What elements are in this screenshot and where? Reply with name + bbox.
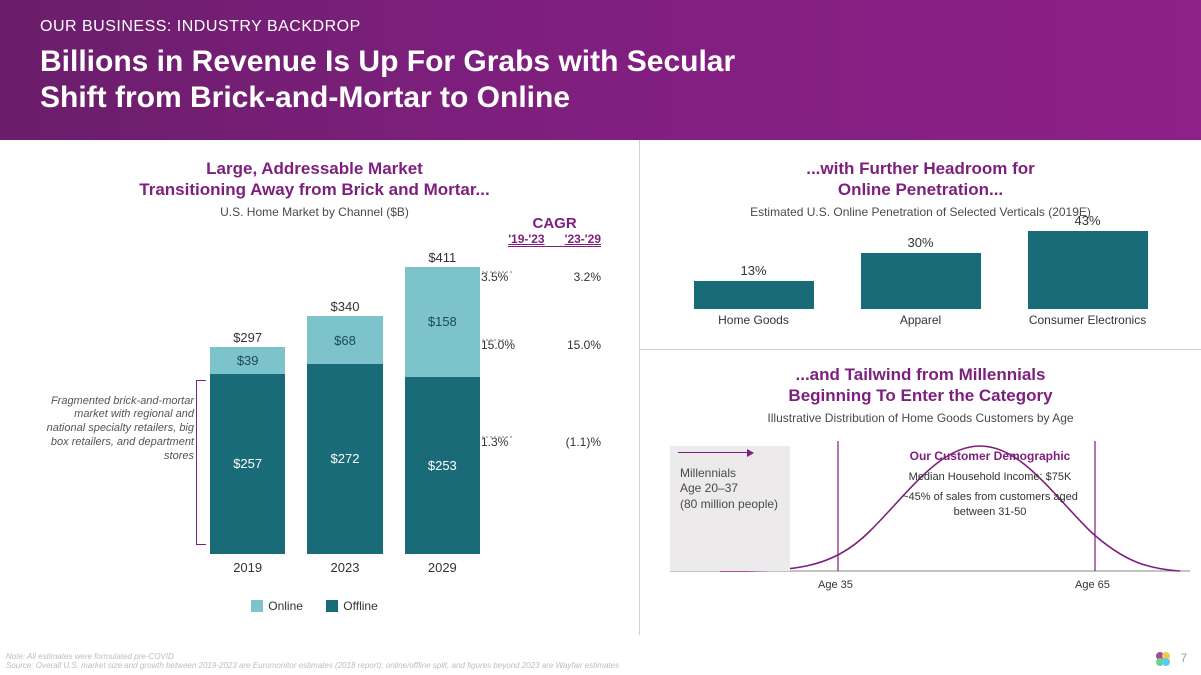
title-line2: Shift from Brick-and-Mortar to Online (40, 81, 570, 114)
penetration-col: 13% Home Goods (679, 263, 829, 327)
mill-heading-l2: Beginning To Enter the Category (788, 386, 1052, 405)
swatch-online (251, 600, 263, 612)
cagr-header: CAGR '19-'23 '23-'29 (508, 215, 601, 247)
bar-group: $340 $68$272 2023 (307, 299, 382, 574)
left-panel: Large, Addressable Market Transitioning … (0, 140, 640, 635)
slide-title: Billions in Revenue Is Up For Grabs with… (40, 44, 1161, 116)
bar-online-segment: $39 (210, 347, 285, 374)
cagr-col-1: '19-'23 (508, 232, 544, 246)
footnote-1: Note: All estimates were formulated pre-… (6, 652, 619, 662)
left-heading-line2: Transitioning Away from Brick and Mortar… (139, 180, 489, 199)
pen-pct: 43% (1074, 213, 1100, 228)
page-number: 7 (1180, 651, 1187, 665)
caption-title: Our Customer Demographic (890, 449, 1090, 465)
pen-label: Home Goods (718, 313, 789, 327)
bell-curve-chart: Millennials Age 20–37 (80 million people… (670, 431, 1171, 596)
caption-line2: ~45% of sales from customers aged betwee… (890, 490, 1090, 519)
cagr-val-2: 15.0% (567, 338, 601, 352)
slide-header: OUR BUSINESS: INDUSTRY BACKDROP Billions… (0, 0, 1201, 140)
age-65-label: Age 65 (1075, 579, 1110, 591)
bar-year: 2019 (233, 560, 262, 575)
mill-line1: Millennials (680, 466, 736, 480)
footnotes: Note: All estimates were formulated pre-… (6, 652, 619, 671)
mill-line3: (80 million people) (680, 497, 778, 511)
bar-group: $297 $39$257 2019 (210, 330, 285, 575)
bar-online-segment: $68 (307, 316, 382, 363)
bar-online-segment: $158 (405, 267, 480, 377)
left-heading-line1: Large, Addressable Market (206, 159, 423, 178)
pen-pct: 30% (907, 235, 933, 250)
penetration-col: 30% Apparel (846, 235, 996, 327)
bar-offline-segment: $253 (405, 377, 480, 554)
cagr-title: CAGR (508, 215, 601, 232)
bar-total: $340 (331, 299, 360, 314)
legend-online-label: Online (268, 599, 303, 613)
bar-legend: Online Offline (10, 599, 619, 615)
pen-bar (861, 253, 981, 309)
stacked-bar-chart: CAGR '19-'23 '23-'29 Fragmented brick-an… (10, 225, 619, 615)
penetration-col: 43% Consumer Electronics (1013, 213, 1163, 327)
mill-subtitle: Illustrative Distribution of Home Goods … (670, 411, 1171, 425)
swatch-offline (326, 600, 338, 612)
dotted-connector (482, 339, 512, 341)
bar-offline-segment: $257 (210, 374, 285, 553)
pen-label: Consumer Electronics (1029, 313, 1146, 327)
legend-online: Online (251, 599, 303, 613)
penetration-panel: ...with Further Headroom for Online Pene… (640, 140, 1201, 350)
pen-label: Apparel (900, 313, 941, 327)
brick-mortar-annotation: Fragmented brick-and-mortar market with … (46, 395, 194, 464)
bar-total: $297 (233, 330, 262, 345)
eyebrow-text: OUR BUSINESS: INDUSTRY BACKDROP (40, 18, 1161, 36)
legend-offline: Offline (326, 599, 377, 613)
dotted-connector (482, 436, 512, 438)
mill-heading-l1: ...and Tailwind from Millennials (796, 365, 1046, 384)
cagr-val-2: 3.2% (574, 270, 601, 284)
bracket-icon (196, 380, 206, 545)
content-area: Large, Addressable Market Transitioning … (0, 140, 1201, 635)
right-panel: ...with Further Headroom for Online Pene… (640, 140, 1201, 635)
footnote-2: Source: Overall U.S. market size and gro… (6, 661, 619, 671)
cagr-col-2: '23-'29 (565, 232, 601, 246)
pen-heading-l1: ...with Further Headroom for (806, 159, 1035, 178)
brand-logo-icon (1155, 651, 1171, 667)
pen-heading: ...with Further Headroom for Online Pene… (670, 158, 1171, 201)
pen-bar (1028, 231, 1148, 309)
millennials-callout: Millennials Age 20–37 (80 million people… (670, 446, 790, 571)
penetration-bars: 13%Home Goods30%Apparel43%Consumer Elect… (670, 227, 1171, 327)
caption-line1: Median Household Income: $75K (890, 470, 1090, 484)
bar-total: $411 (428, 250, 456, 265)
mill-heading: ...and Tailwind from Millennials Beginni… (670, 364, 1171, 407)
millennials-panel: ...and Tailwind from Millennials Beginni… (640, 350, 1201, 635)
bar-year: 2023 (331, 560, 360, 575)
left-heading: Large, Addressable Market Transitioning … (10, 158, 619, 201)
bell-caption: Our Customer Demographic Median Househol… (890, 449, 1090, 519)
mill-line2: Age 20–37 (680, 481, 738, 495)
bar-year: 2029 (428, 560, 457, 575)
bars-holder: $297$39$2572019$340$68$2722023$411$158$2… (210, 275, 480, 575)
pen-bar (694, 281, 814, 309)
title-line1: Billions in Revenue Is Up For Grabs with… (40, 45, 735, 78)
dotted-connector (482, 271, 512, 273)
bar-offline-segment: $272 (307, 364, 382, 554)
bar-group: $411 $158$253 2029 (405, 250, 480, 575)
pen-heading-l2: Online Penetration... (838, 180, 1003, 199)
legend-offline-label: Offline (343, 599, 377, 613)
cagr-val-2: (1.1)% (566, 435, 601, 449)
age-35-label: Age 35 (818, 579, 853, 591)
pen-pct: 13% (740, 263, 766, 278)
arrow-right-icon (678, 452, 748, 453)
